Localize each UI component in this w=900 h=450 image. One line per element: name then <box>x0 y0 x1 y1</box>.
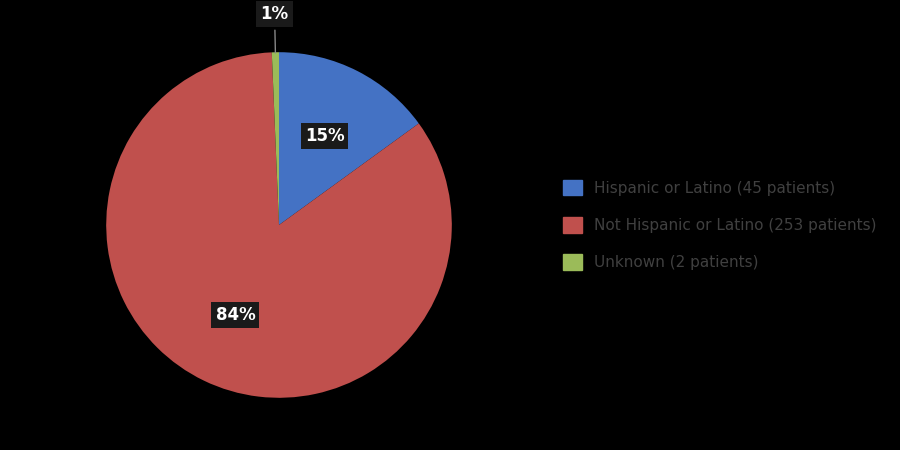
Wedge shape <box>279 52 418 225</box>
Text: 1%: 1% <box>260 5 289 53</box>
Text: 84%: 84% <box>215 306 256 324</box>
Wedge shape <box>106 52 452 398</box>
Text: 15%: 15% <box>305 127 345 145</box>
Legend: Hispanic or Latino (45 patients), Not Hispanic or Latino (253 patients), Unknown: Hispanic or Latino (45 patients), Not Hi… <box>557 174 883 276</box>
Wedge shape <box>272 52 279 225</box>
